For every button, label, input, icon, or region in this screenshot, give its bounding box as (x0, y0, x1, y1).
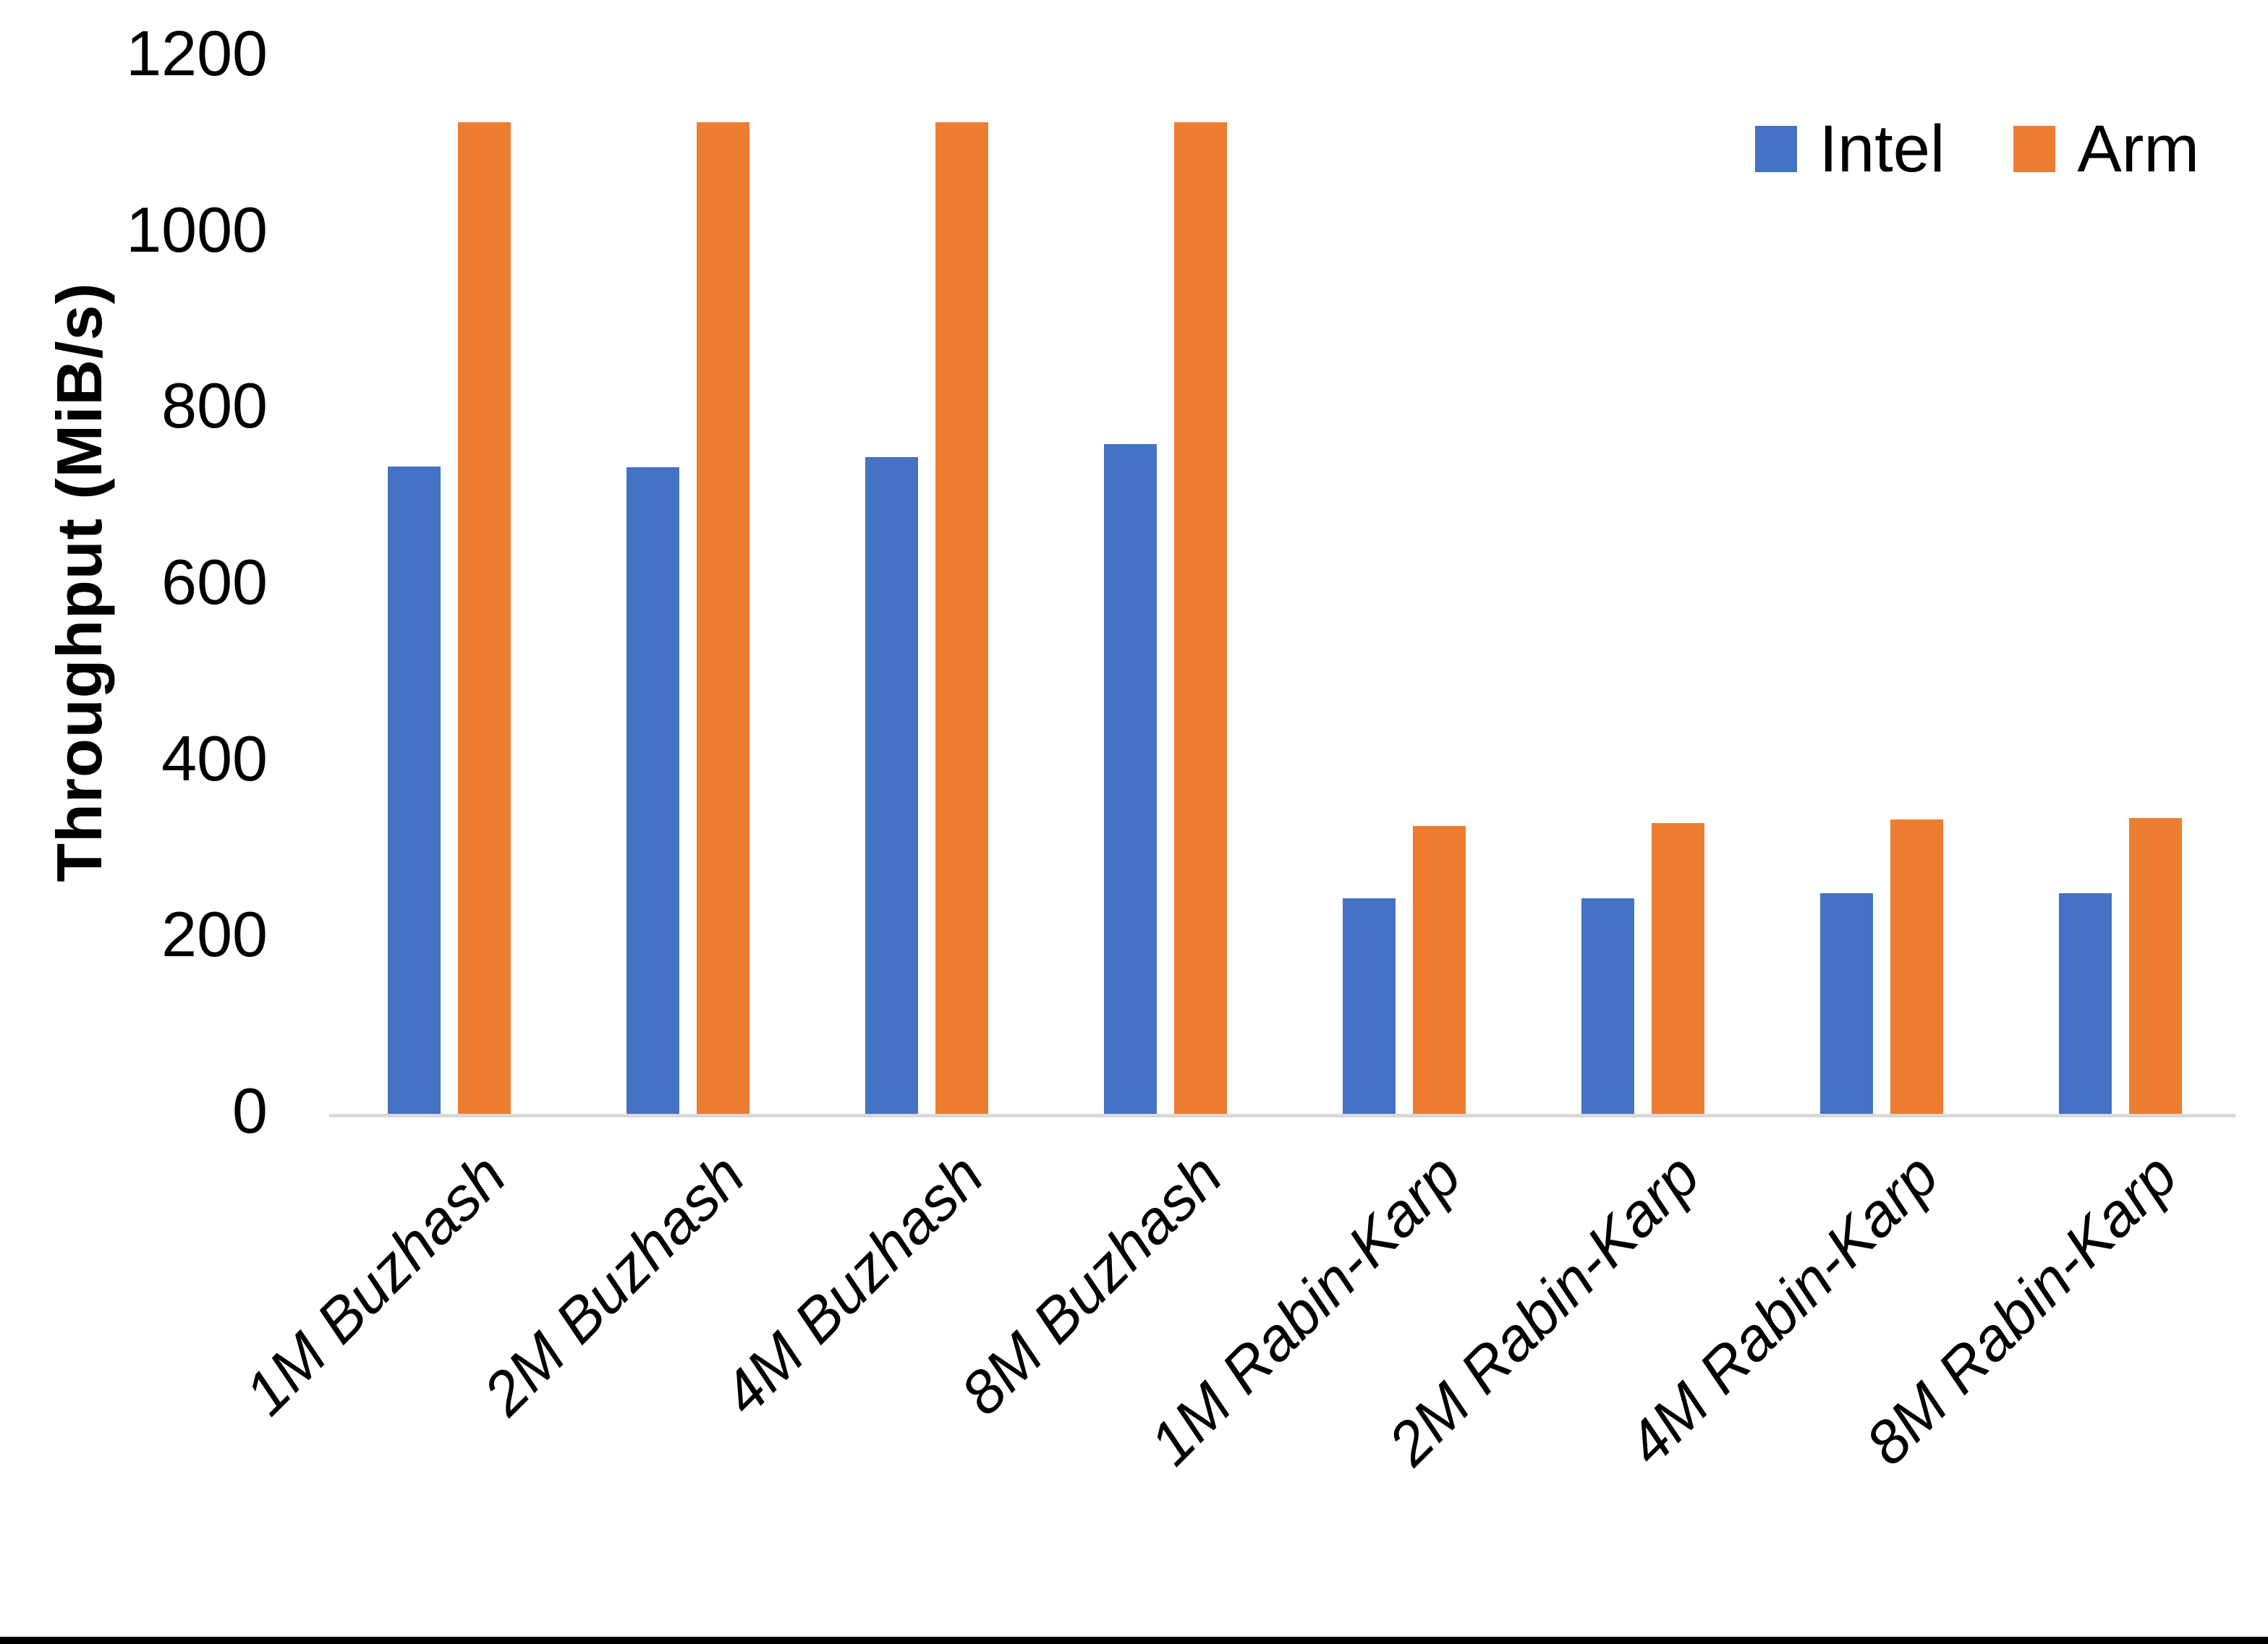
x-category-label-8m-rabin-karp: 8M Rabin-Karp (1852, 1141, 2190, 1478)
bar-intel-4m-rabin-karp (1820, 893, 1873, 1114)
legend-item-arm: Arm (2013, 116, 2199, 182)
y-tick-1200: 1200 (126, 17, 268, 89)
bar-arm-4m-buzhash (935, 122, 988, 1114)
legend-label-arm: Arm (2077, 112, 2199, 186)
x-category-label-1m-buzhash: 1M Buzhash (232, 1141, 519, 1428)
x-category-label-4m-buzhash: 4M Buzhash (709, 1141, 996, 1428)
legend: Intel Arm (1755, 116, 2199, 182)
bar-arm-8m-rabin-karp (2129, 818, 2182, 1114)
y-tick-800: 800 (161, 370, 268, 442)
bar-intel-1m-buzhash (388, 467, 441, 1114)
bar-arm-2m-buzhash (697, 122, 749, 1114)
y-tick-200: 200 (161, 898, 268, 971)
x-category-label-2m-rabin-karp: 2M Rabin-Karp (1375, 1141, 1712, 1478)
bar-arm-2m-rabin-karp (1652, 823, 1704, 1114)
figure-bottom-border (0, 1637, 2268, 1644)
x-category-label-4m-rabin-karp: 4M Rabin-Karp (1613, 1141, 1951, 1478)
arm-series-swatch (2013, 126, 2056, 172)
y-tick-1000: 1000 (126, 193, 268, 265)
bar-intel-2m-buzhash (627, 467, 679, 1114)
y-tick-0: 0 (232, 1075, 268, 1146)
bar-intel-1m-rabin-karp (1343, 898, 1396, 1114)
legend-label-intel: Intel (1819, 112, 1945, 186)
bar-intel-8m-buzhash (1104, 444, 1157, 1114)
x-category-label-2m-buzhash: 2M Buzhash (470, 1141, 757, 1428)
x-category-label-8m-buzhash: 8M Buzhash (948, 1141, 1235, 1428)
y-tick-600: 600 (161, 546, 268, 618)
legend-item-intel: Intel (1755, 116, 1945, 182)
bar-arm-4m-rabin-karp (1890, 819, 1943, 1114)
x-category-label-1m-rabin-karp: 1M Rabin-Karp (1136, 1141, 1474, 1478)
bar-intel-2m-rabin-karp (1581, 898, 1634, 1114)
bar-intel-4m-buzhash (865, 457, 918, 1114)
bar-arm-8m-buzhash (1174, 122, 1227, 1114)
bar-arm-1m-buzhash (458, 122, 511, 1114)
intel-series-swatch (1755, 126, 1798, 172)
y-tick-400: 400 (161, 722, 268, 794)
x-axis-line (329, 1114, 2235, 1117)
bar-intel-8m-rabin-karp (2059, 893, 2112, 1114)
bar-arm-1m-rabin-karp (1413, 826, 1466, 1114)
